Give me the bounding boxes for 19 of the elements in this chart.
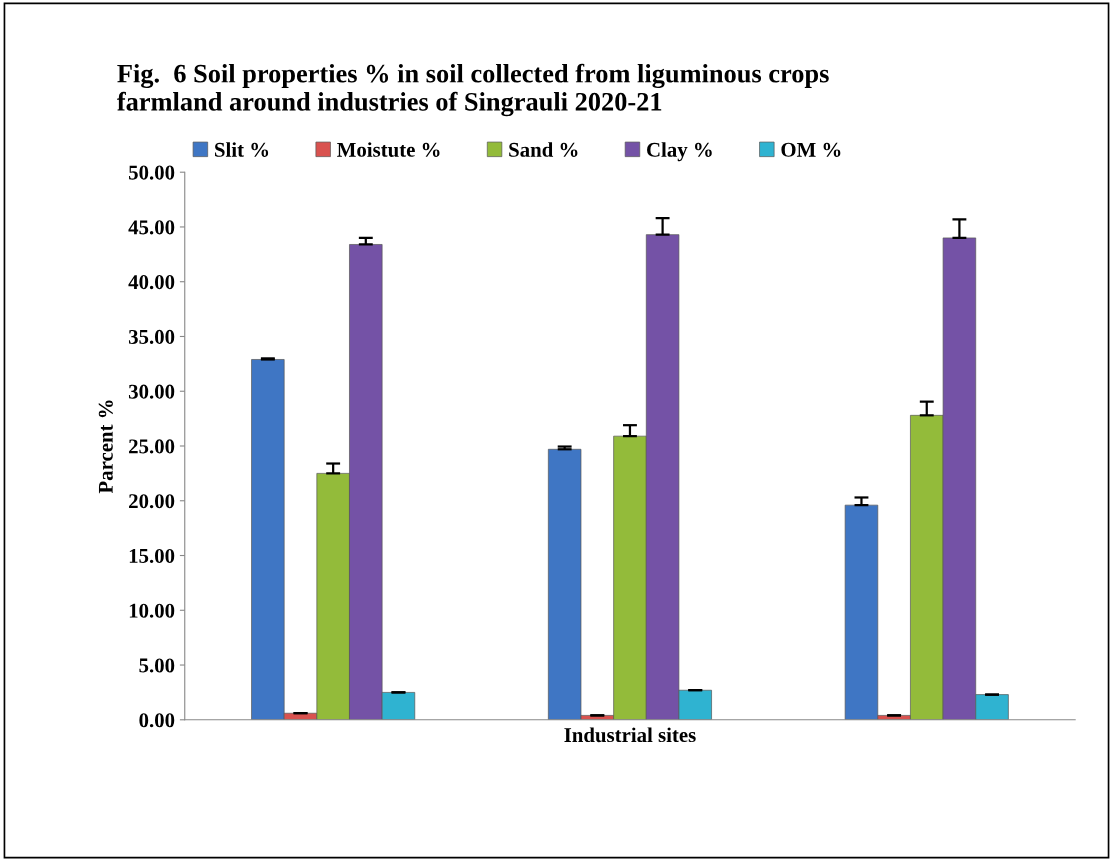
y-tick-label: 50.00 <box>128 165 175 180</box>
chart-title: Fig. 6 Soil properties % in soil collected from liguminous crops farmland around industries of Singrauli 2020-21 <box>117 63 829 117</box>
y-tick-label: 20.00 <box>129 494 175 509</box>
y-tick-label: 30.00 <box>128 384 175 399</box>
y-tick-label: 35.00 <box>128 329 175 344</box>
y-axis-title: Parcent % <box>98 400 113 494</box>
legend-label: Sand % <box>509 142 578 157</box>
legend-label: Moistute % <box>337 142 440 157</box>
y-tick-label: 0.00 <box>139 713 175 728</box>
y-tick-label: 40.00 <box>128 275 175 290</box>
legend-label: Slit % <box>215 142 269 157</box>
y-tick-label: 45.00 <box>128 220 175 235</box>
legend-label: OM % <box>781 142 841 157</box>
y-tick-label: 15.00 <box>129 548 175 564</box>
y-tick-label: 25.00 <box>129 439 175 454</box>
legend-label: Clay % <box>647 142 712 162</box>
y-tick-label: 10.00 <box>129 603 175 618</box>
x-axis-title: Industrial sites <box>564 727 696 743</box>
y-tick-label: 5.00 <box>139 658 175 673</box>
